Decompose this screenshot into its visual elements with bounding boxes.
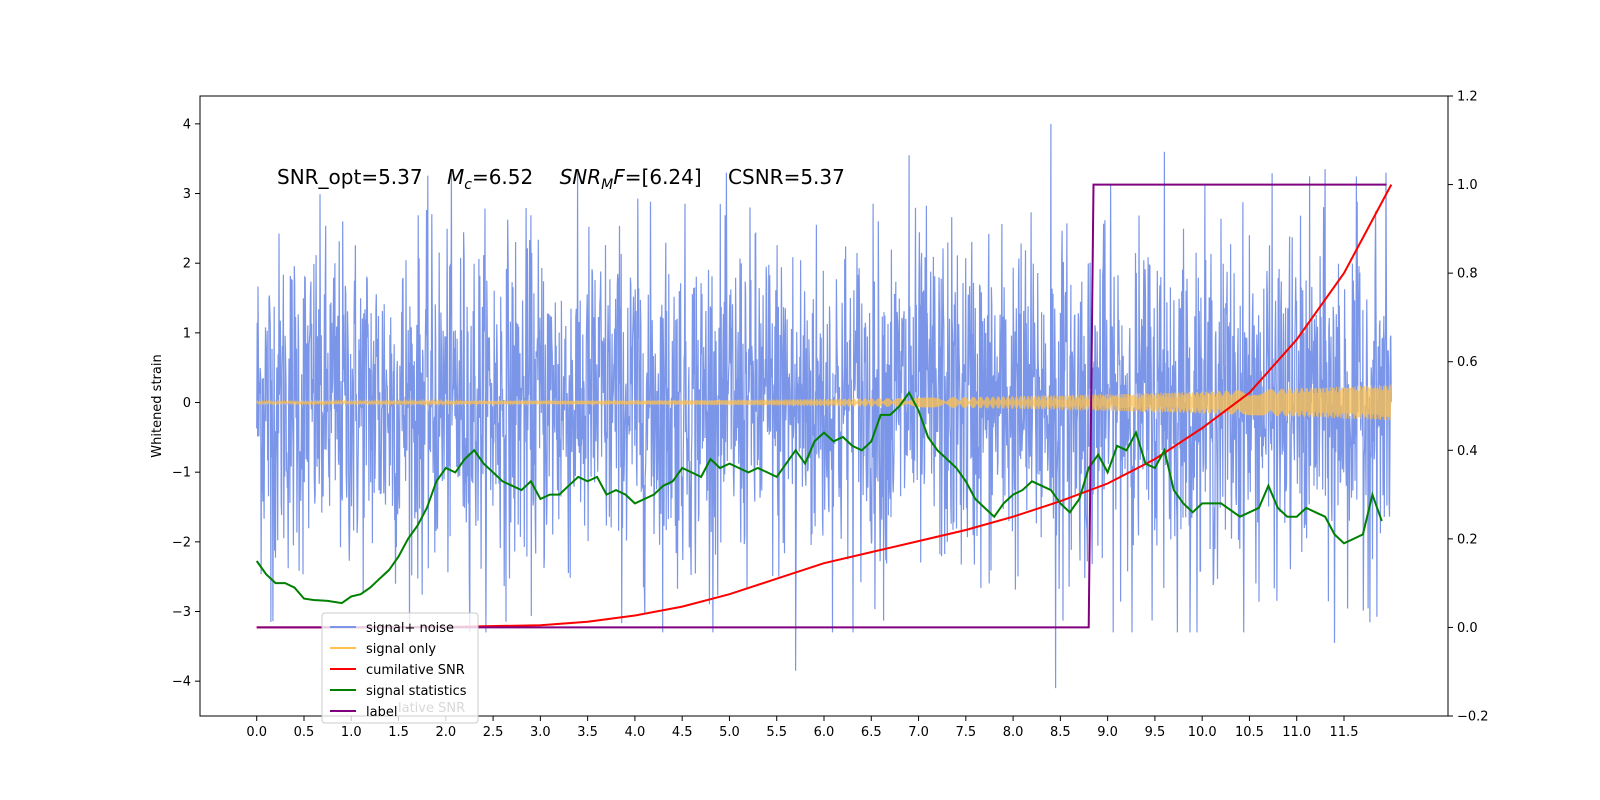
y-left-tick-label: 1	[183, 326, 191, 341]
y-left-tick-label: 3	[183, 187, 191, 202]
annotation-mc-value: =6.52	[472, 165, 533, 189]
annotation-snrmf-symbol: SNR	[560, 165, 602, 189]
x-tick-label: 2.0	[435, 725, 456, 740]
y-left-tick-label: 0	[183, 396, 191, 411]
x-tick-label: 9.5	[1145, 725, 1166, 740]
x-tick-label: 7.0	[908, 725, 929, 740]
cumilative-snr-line	[256, 184, 1393, 629]
legend-box	[321, 612, 479, 724]
annotation-snr-opt: SNR_opt=5.37	[277, 165, 423, 189]
x-tick-label: 10.5	[1235, 725, 1264, 740]
signal-statistics-line	[255, 390, 1383, 605]
y-right-tick-label: 0.4	[1457, 444, 1478, 459]
y-right-tick-label: −0.2	[1457, 710, 1489, 725]
x-tick-label: 1.0	[341, 725, 362, 740]
signal-plus-noise-series	[256, 123, 1392, 689]
legend-label-signal-noise: signal+ noise	[366, 621, 454, 636]
y-right-tick-label: 0.0	[1457, 621, 1478, 636]
x-tick-label: 5.0	[719, 725, 740, 740]
x-tick-label: 11.5	[1330, 725, 1359, 740]
y-right-tick-label: 1.2	[1457, 90, 1478, 105]
legend: lative SNR signal+ noise signal only cumil…	[321, 612, 479, 724]
y-right-tick-label: 1.0	[1457, 178, 1478, 193]
x-tick-label: 6.0	[814, 725, 835, 740]
x-tick-label: 1.5	[388, 725, 409, 740]
signal-plus-noise-line	[256, 123, 1392, 689]
annotation-mc-symbol: M	[447, 165, 464, 189]
y-left-tick-label: 4	[183, 117, 191, 132]
y-left-tick-label: −1	[172, 466, 191, 481]
x-tick-label: 7.5	[955, 725, 976, 740]
x-tick-label: 10.0	[1188, 725, 1217, 740]
y-right-tick-label: 0.8	[1457, 267, 1478, 282]
annotation-csnr: CSNR=5.37	[728, 165, 845, 189]
y-left-tick-label: 2	[183, 257, 191, 272]
x-tick-label: 6.5	[861, 725, 882, 740]
y-right-tick-label: 0.2	[1457, 532, 1478, 547]
y-left-tick-label: −3	[172, 605, 191, 620]
y-right-tick-label: 0.6	[1457, 355, 1478, 370]
annotation-snrmf-value: =[6.24]	[625, 165, 702, 189]
x-tick-label: 2.5	[483, 725, 504, 740]
y-left-tick-label: −4	[172, 675, 191, 690]
x-tick-label: 0.0	[246, 725, 267, 740]
right-axis-series	[255, 183, 1393, 629]
x-tick-label: 11.0	[1282, 725, 1311, 740]
annotation-snrmf-sub: M	[601, 177, 613, 193]
legend-label-signal-statistics: signal statistics	[366, 684, 467, 699]
annotation-snrmf-tail: F	[613, 165, 625, 189]
y-axis-right: 1.2 1.0 0.8 0.6 0.4 0.2 0.0 −0.2	[1448, 90, 1489, 725]
legend-label-signal-only: signal only	[366, 642, 436, 657]
x-tick-label: 9.0	[1097, 725, 1118, 740]
legend-label-cumilative-snr: cumilative SNR	[366, 663, 465, 678]
x-tick-label: 4.5	[672, 725, 693, 740]
signal-only-series	[256, 384, 1392, 421]
x-tick-label: 5.5	[766, 725, 787, 740]
label-line	[256, 183, 1387, 629]
y-left-tick-label: −2	[172, 535, 191, 550]
x-axis: 0.0 0.5 1.0 1.5 2.0 2.5 3.0 3.5 4.0 4.5 5.0 5.5 6.0 6…	[246, 716, 1358, 740]
y-axis-label: Whitened strain	[150, 354, 165, 457]
x-tick-label: 0.5	[294, 725, 315, 740]
annotation-mc-sub: c	[464, 177, 472, 193]
x-tick-label: 4.0	[625, 725, 646, 740]
legend-label-label: label	[366, 705, 397, 720]
legend-ghost-text: lative SNR	[398, 701, 465, 716]
x-tick-label: 8.5	[1050, 725, 1071, 740]
y-axis-left: 4 3 2 1 0 −1 −2 −3 −4	[172, 117, 200, 690]
x-tick-label: 3.5	[577, 725, 598, 740]
signal-only-line	[256, 384, 1392, 421]
annotation-text: SNR_opt=5.37 Mc=6.52 SNRMF=[6.24] CSNR=5…	[277, 165, 845, 193]
x-tick-label: 3.0	[530, 725, 551, 740]
x-tick-label: 8.0	[1003, 725, 1024, 740]
